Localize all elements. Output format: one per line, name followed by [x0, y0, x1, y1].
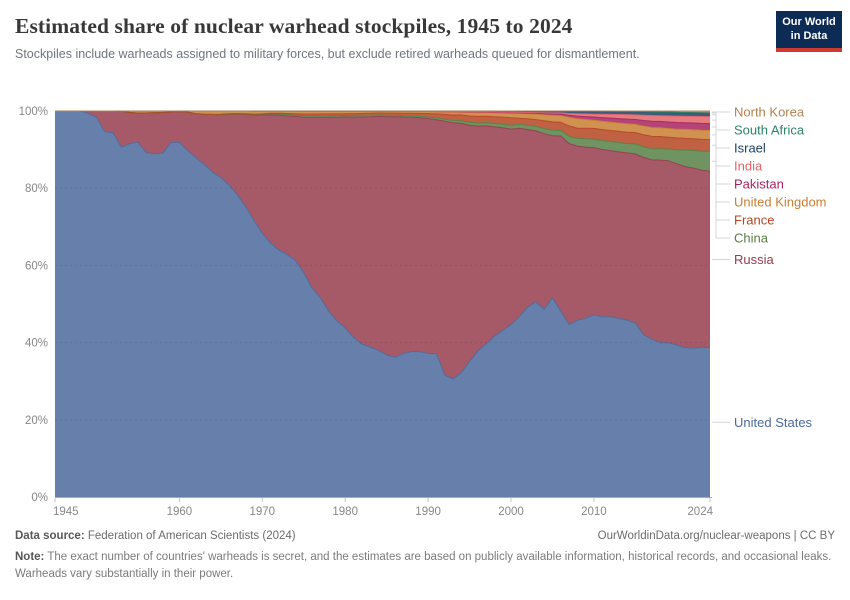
x-tick-label: 2010: [581, 506, 607, 518]
legend-connector: [712, 160, 730, 239]
x-tick-label: 2000: [498, 506, 524, 518]
legend-label-france[interactable]: France: [734, 213, 774, 228]
license-link[interactable]: OurWorldinData.org/nuclear-weapons | CC …: [597, 530, 835, 542]
legend-label-russia[interactable]: Russia: [734, 252, 775, 267]
chart-header: Estimated share of nuclear warhead stock…: [15, 14, 775, 64]
x-tick-label: 1970: [249, 506, 275, 518]
note-label: Note:: [15, 551, 45, 563]
owid-logo[interactable]: Our World in Data: [776, 11, 842, 52]
area-united-kingdom[interactable]: [55, 111, 710, 140]
legend-connector: [712, 126, 730, 185]
legend-label-israel[interactable]: Israel: [734, 141, 766, 156]
legend-label-pakistan[interactable]: Pakistan: [734, 177, 784, 192]
data-source: Data source: Federation of American Scie…: [15, 530, 296, 542]
legend-label-south-africa[interactable]: South Africa: [734, 123, 805, 138]
boundary-line-united-states: [55, 110, 711, 380]
chart-subtitle: Stockpiles include warheads assigned to …: [15, 47, 640, 61]
legend-label-china[interactable]: China: [734, 231, 769, 246]
legend-label-united-kingdom[interactable]: United Kingdom: [734, 195, 827, 210]
x-tick-label: 1980: [332, 506, 358, 518]
legend-connector: [712, 144, 730, 221]
area-united-states[interactable]: [55, 111, 710, 497]
x-tick-label: 1945: [53, 506, 79, 518]
legend-label-united-states[interactable]: United States: [734, 415, 813, 430]
x-tick-label: 1960: [167, 506, 193, 518]
note-value: The exact number of countries' warheads …: [15, 551, 832, 581]
chart-footer: Data source: Federation of American Scie…: [15, 530, 835, 584]
legend-label-india[interactable]: India: [734, 159, 763, 174]
data-source-label: Data source:: [15, 530, 85, 542]
area-russia[interactable]: [55, 111, 710, 379]
boundary-line-france: [55, 110, 711, 140]
x-tick-label: 1990: [415, 506, 441, 518]
chart-note: Note: The exact number of countries' war…: [15, 549, 835, 584]
y-tick-label: 60%: [25, 260, 48, 272]
chart-area: 1945 1960 1970 1980 1990 2000 2010 2024 0% 20% 40%…: [0, 95, 850, 528]
legend-label-north-korea[interactable]: North Korea: [734, 105, 805, 120]
y-tick-label: 100%: [19, 106, 48, 118]
data-source-value: Federation of American Scientists (2024): [84, 530, 296, 542]
y-tick-label: 20%: [25, 415, 48, 427]
area-china[interactable]: [55, 111, 710, 172]
y-tick-label: 40%: [25, 338, 48, 350]
y-tick-label: 80%: [25, 183, 48, 195]
page-title: Estimated share of nuclear warhead stock…: [15, 14, 573, 38]
stacked-area-chart[interactable]: 1945 1960 1970 1980 1990 2000 2010 2024 0% 20% 40%…: [0, 95, 850, 523]
owid-logo-line2: in Data: [790, 29, 828, 42]
x-tick-label: 2024: [687, 506, 713, 518]
owid-logo-line1: Our World: [782, 15, 836, 28]
area-france[interactable]: [55, 111, 710, 152]
y-tick-label: 0%: [31, 492, 48, 504]
